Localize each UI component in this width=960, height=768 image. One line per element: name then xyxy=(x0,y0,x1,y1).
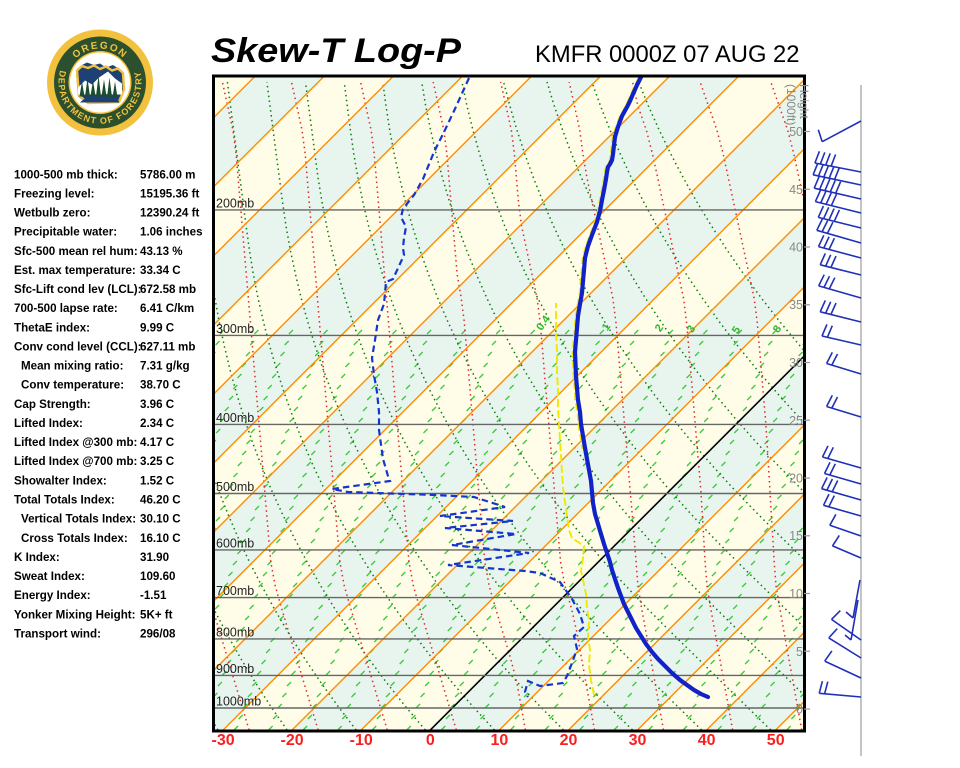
svg-text:38.70 C: 38.70 C xyxy=(140,379,181,392)
svg-text:1000-500 mb thick:: 1000-500 mb thick: xyxy=(14,168,118,181)
svg-text:-20: -20 xyxy=(281,732,304,749)
svg-text:30: 30 xyxy=(789,356,803,370)
svg-text:700mb: 700mb xyxy=(216,584,254,598)
svg-text:1.52 C: 1.52 C xyxy=(140,474,175,487)
svg-text:46.20 C: 46.20 C xyxy=(140,494,181,507)
svg-text:Wetbulb zero:: Wetbulb zero: xyxy=(14,207,90,220)
svg-text:Conv temperature:: Conv temperature: xyxy=(21,379,124,392)
svg-text:10: 10 xyxy=(789,587,803,601)
svg-text:5: 5 xyxy=(796,645,803,659)
svg-text:Energy Index:: Energy Index: xyxy=(14,589,91,602)
svg-text:Lifted Index:: Lifted Index: xyxy=(14,417,83,430)
svg-text:6.41 C/km: 6.41 C/km xyxy=(140,302,194,315)
svg-text:43.13 %: 43.13 % xyxy=(140,245,183,258)
svg-text:Yonker Mixing Height:: Yonker Mixing Height: xyxy=(14,608,136,621)
svg-text:25: 25 xyxy=(789,414,803,428)
svg-text:Mean mixing ratio:: Mean mixing ratio: xyxy=(21,360,123,373)
svg-text:50: 50 xyxy=(767,732,785,749)
svg-text:Transport wind:: Transport wind: xyxy=(14,627,101,640)
svg-text:12390.24 ft: 12390.24 ft xyxy=(140,207,199,220)
svg-text:20: 20 xyxy=(789,472,803,486)
svg-text:3.25 C: 3.25 C xyxy=(140,455,175,468)
svg-text:1000mb: 1000mb xyxy=(216,695,261,709)
svg-text:35: 35 xyxy=(789,298,803,312)
svg-text:Cross Totals Index:: Cross Totals Index: xyxy=(21,532,128,545)
svg-text:5: 5 xyxy=(730,324,743,336)
svg-text:Vertical Totals Index:: Vertical Totals Index: xyxy=(21,513,136,526)
svg-text:Conv cond level (CCL):: Conv cond level (CCL): xyxy=(14,341,142,354)
svg-text:30: 30 xyxy=(629,732,647,749)
svg-text:672.58 mb: 672.58 mb xyxy=(140,283,196,296)
svg-text:9.99 C: 9.99 C xyxy=(140,321,175,334)
svg-text:Precipitable water:: Precipitable water: xyxy=(14,226,117,239)
svg-text:K Index:: K Index: xyxy=(14,551,60,564)
svg-text:800mb: 800mb xyxy=(216,625,254,639)
svg-text:500mb: 500mb xyxy=(216,480,254,494)
svg-text:1: 1 xyxy=(600,321,613,333)
svg-text:1.06 inches: 1.06 inches xyxy=(140,226,203,239)
svg-text:7.31 g/kg: 7.31 g/kg xyxy=(140,360,190,373)
svg-text:-10: -10 xyxy=(350,732,373,749)
svg-text:15195.36 ft: 15195.36 ft xyxy=(140,187,199,200)
svg-text:2: 2 xyxy=(653,322,666,334)
svg-text:8: 8 xyxy=(771,323,784,335)
svg-text:40: 40 xyxy=(789,241,803,255)
svg-text:Height(1000ft): Height(1000ft) xyxy=(784,84,811,125)
svg-text:0: 0 xyxy=(796,703,803,717)
svg-text:20: 20 xyxy=(560,732,578,749)
svg-text:Total Totals Index:: Total Totals Index: xyxy=(14,494,115,507)
svg-text:-30: -30 xyxy=(212,732,235,749)
svg-text:15: 15 xyxy=(789,529,803,543)
svg-text:200mb: 200mb xyxy=(216,196,254,210)
svg-text:627.11 mb: 627.11 mb xyxy=(140,341,195,354)
svg-text:30.10 C: 30.10 C xyxy=(140,513,181,526)
svg-text:Lifted Index @300 mb:: Lifted Index @300 mb: xyxy=(14,436,137,449)
svg-text:Freezing level:: Freezing level: xyxy=(14,187,95,200)
svg-text:Sweat Index:: Sweat Index: xyxy=(14,570,85,583)
svg-text:Skew-T Log-P: Skew-T Log-P xyxy=(211,32,461,70)
svg-text:-1.51: -1.51 xyxy=(140,589,167,602)
svg-text:ThetaE index:: ThetaE index: xyxy=(14,321,90,334)
svg-text:296/08: 296/08 xyxy=(140,627,176,640)
svg-text:5K+ ft: 5K+ ft xyxy=(140,608,173,621)
svg-text:Est. max temperature:: Est. max temperature: xyxy=(14,264,136,277)
svg-text:Showalter Index:: Showalter Index: xyxy=(14,474,107,487)
svg-text:700-500 lapse rate:: 700-500 lapse rate: xyxy=(14,302,118,315)
svg-text:KMFR 0000Z 07 AUG 22: KMFR 0000Z 07 AUG 22 xyxy=(535,41,800,68)
svg-text:400mb: 400mb xyxy=(216,411,254,425)
svg-text:109.60: 109.60 xyxy=(140,570,175,583)
svg-text:900mb: 900mb xyxy=(216,662,254,676)
svg-text:Lifted Index @700 mb:: Lifted Index @700 mb: xyxy=(14,455,137,468)
svg-text:33.34 C: 33.34 C xyxy=(140,264,181,277)
svg-text:4.17 C: 4.17 C xyxy=(140,436,175,449)
svg-text:0: 0 xyxy=(426,732,435,749)
svg-text:3: 3 xyxy=(685,323,698,335)
svg-text:31.90: 31.90 xyxy=(140,551,169,564)
svg-text:2.34 C: 2.34 C xyxy=(140,417,175,430)
svg-text:10: 10 xyxy=(491,732,509,749)
svg-text:5786.00 m: 5786.00 m xyxy=(140,168,195,181)
svg-text:50: 50 xyxy=(789,125,803,139)
svg-text:40: 40 xyxy=(698,732,716,749)
svg-text:3.96 C: 3.96 C xyxy=(140,398,175,411)
svg-text:Cap Strength:: Cap Strength: xyxy=(14,398,91,411)
svg-text:16.10 C: 16.10 C xyxy=(140,532,181,545)
svg-text:300mb: 300mb xyxy=(216,322,254,336)
svg-text:45: 45 xyxy=(789,183,803,197)
svg-text:Sfc-Lift cond lev (LCL):: Sfc-Lift cond lev (LCL): xyxy=(14,283,142,296)
svg-text:600mb: 600mb xyxy=(216,536,254,550)
svg-text:Sfc-500 mean rel hum:: Sfc-500 mean rel hum: xyxy=(14,245,138,258)
